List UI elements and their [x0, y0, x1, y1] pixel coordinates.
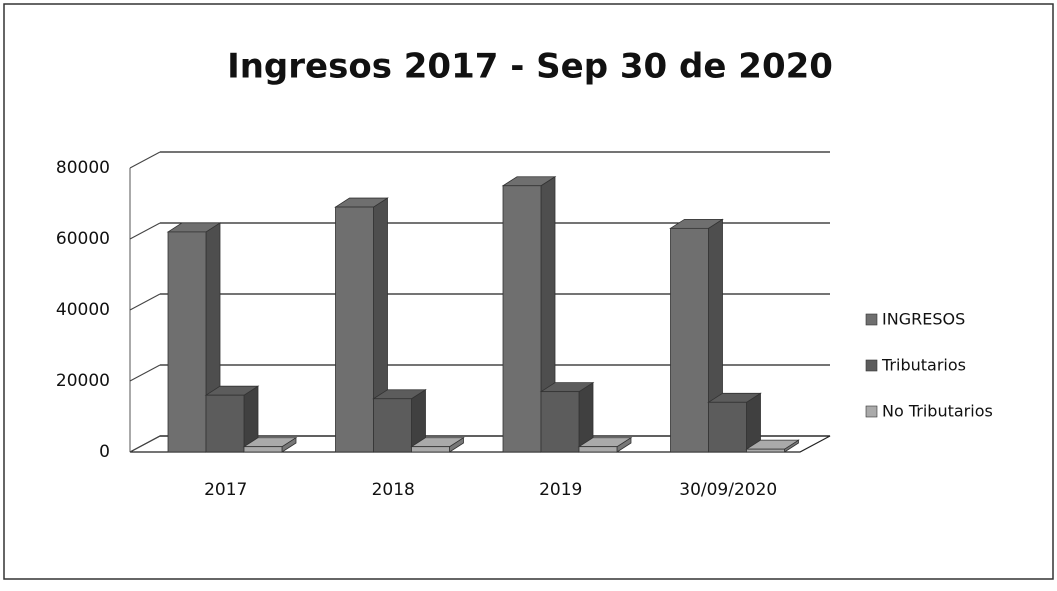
y-tick-label: 40000 [56, 300, 110, 320]
x-tick-label: 30/09/2020 [679, 480, 777, 500]
legend-swatch [865, 405, 878, 418]
bar [670, 227, 709, 453]
bar-3d [539, 381, 595, 453]
bar [411, 446, 450, 453]
bar [540, 391, 580, 453]
bar [502, 185, 542, 453]
bar-3d [745, 439, 800, 453]
y-tick-label: 0 [99, 442, 110, 462]
bar-3d [166, 222, 222, 453]
grid-line-side [129, 151, 161, 169]
bar [167, 231, 207, 453]
bar [205, 394, 245, 453]
y-tick-label: 80000 [56, 158, 110, 178]
grid-line-side [129, 435, 161, 453]
bar [243, 446, 283, 453]
legend-label: INGRESOS [882, 310, 965, 329]
y-tick-label: 60000 [56, 229, 110, 249]
x-tick-label: 2019 [539, 480, 582, 500]
bar-3d [707, 392, 762, 453]
bar-3d [204, 385, 260, 453]
bar-3d [501, 176, 557, 453]
bar-3d [577, 436, 633, 453]
bar-3d [334, 197, 389, 453]
grid-line-side [129, 293, 161, 311]
x-tick-label: 2017 [204, 480, 247, 500]
grid-line-side [129, 222, 161, 240]
bar [708, 401, 747, 453]
bar [578, 446, 618, 453]
chart-title: Ingresos 2017 - Sep 30 de 2020 [227, 47, 833, 87]
legend-label: No Tributarios [882, 402, 993, 421]
legend-swatch [865, 313, 878, 326]
legend-swatch [865, 359, 878, 372]
y-tick-label: 20000 [56, 371, 110, 391]
bar-3d [372, 389, 427, 453]
bar [746, 448, 785, 453]
legend-label: Tributarios [881, 356, 966, 375]
bar-3d [669, 218, 724, 453]
grid-line-side [129, 364, 161, 382]
bar-3d [242, 436, 298, 453]
x-tick-label: 2018 [372, 480, 415, 500]
bar-3d [410, 436, 465, 453]
bar [335, 206, 374, 453]
bar [373, 398, 412, 453]
